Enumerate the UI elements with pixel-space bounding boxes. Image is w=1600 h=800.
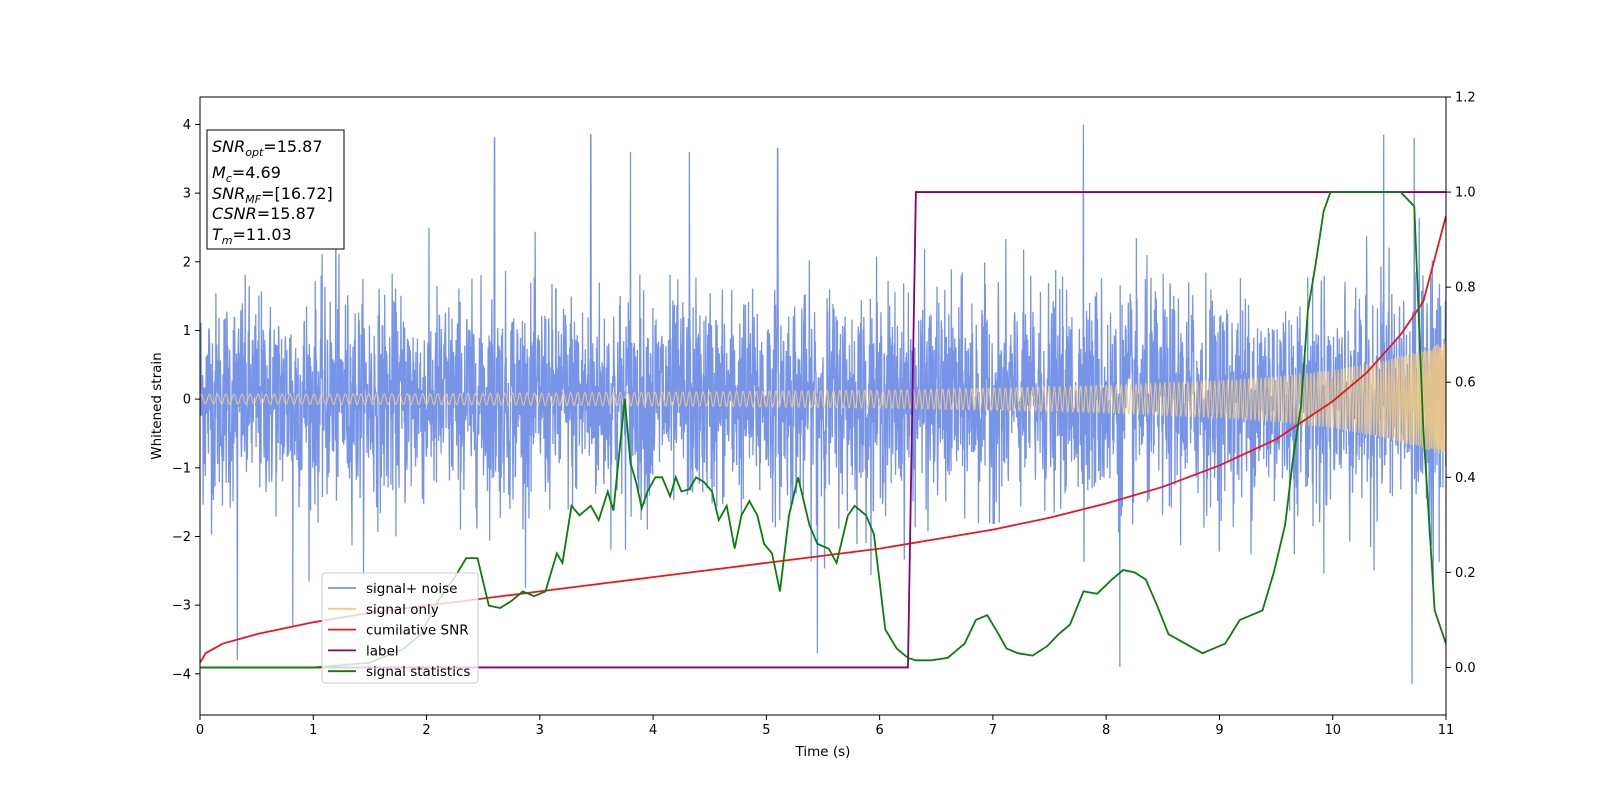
x-tick-label: 2: [422, 723, 430, 738]
label-series: [200, 191, 1446, 669]
legend-label: cumilative SNR: [366, 623, 469, 639]
y-right-tick-label: 1.0: [1455, 186, 1476, 201]
x-tick-label: 7: [989, 723, 997, 738]
x-tick-label: 3: [536, 723, 544, 738]
y-axis-label: Whitened strain: [149, 352, 165, 459]
y-right-tick-label: 0.6: [1455, 376, 1476, 391]
y-left-tick-label: 2: [183, 255, 191, 270]
x-axis-ticks: 0 1 2 3 4 5 6 7 8 9 10 11: [196, 715, 1454, 738]
x-tick-label: 11: [1438, 723, 1455, 738]
y-right-tick-label: 0.2: [1455, 566, 1476, 581]
legend: signal+ noise signal only cumilative SNR la…: [321, 572, 479, 684]
x-tick-label: 1: [309, 723, 317, 738]
info-box-frame: [206, 129, 345, 250]
signal-statistics-series: [200, 191, 1446, 669]
y-right-tick-label: 1.2: [1455, 91, 1476, 106]
legend-label: signal statistics: [366, 664, 470, 680]
signal-only-series: [200, 341, 1446, 455]
x-tick-label: 9: [1215, 723, 1223, 738]
legend-label: signal+ noise: [366, 581, 457, 597]
x-tick-label: 10: [1324, 723, 1341, 738]
y-left-tick-label: 0: [183, 393, 191, 408]
x-tick-label: 0: [196, 723, 204, 738]
y-right-axis-ticks: 0.0 0.2 0.4 0.6 0.8 1.0 1.2: [1446, 91, 1476, 676]
y-right-tick-label: 0.8: [1455, 281, 1476, 296]
info-csnr: CSNR=15.87: [212, 204, 316, 223]
y-left-tick-label: −3: [172, 599, 191, 614]
info-snr-opt: SNRopt=15.87: [212, 137, 323, 159]
y-left-tick-label: −2: [172, 530, 191, 545]
legend-items: signal+ noise signal only cumilative SNR la…: [328, 581, 470, 680]
legend-label: label: [366, 643, 399, 659]
x-tick-label: 4: [649, 723, 657, 738]
plot-frame: [199, 96, 1447, 716]
info-snr-mf: SNRMF=[16.72]: [212, 184, 333, 206]
x-tick-label: 5: [762, 723, 770, 738]
info-box: SNRopt=15.87 Mc=4.69 SNRMF=[16.72] CSNR=…: [206, 129, 345, 250]
y-left-tick-label: −4: [172, 667, 191, 682]
info-mc: Mc=4.69: [212, 163, 281, 185]
y-left-tick-label: 1: [183, 324, 191, 339]
x-tick-label: 8: [1102, 723, 1110, 738]
legend-label: signal only: [366, 602, 439, 618]
x-axis-label: Time (s): [795, 744, 851, 760]
y-left-tick-label: 3: [183, 187, 191, 202]
legend-frame: [321, 572, 479, 684]
x-tick-label: 6: [875, 723, 883, 738]
info-tm: Tm=11.03: [212, 225, 292, 247]
signal-noise-series-layer: [200, 124, 1446, 685]
y-right-tick-label: 0.0: [1455, 661, 1476, 676]
signal-noise-series: [200, 124, 1446, 685]
y-right-tick-label: 0.4: [1455, 471, 1476, 486]
y-left-tick-label: 4: [183, 118, 191, 133]
y-left-axis-ticks: −4 −3 −2 −1 0 1 2 3 4: [172, 118, 200, 682]
signal-only-series-layer: [200, 341, 1446, 455]
y-left-tick-label: −1: [172, 461, 191, 476]
